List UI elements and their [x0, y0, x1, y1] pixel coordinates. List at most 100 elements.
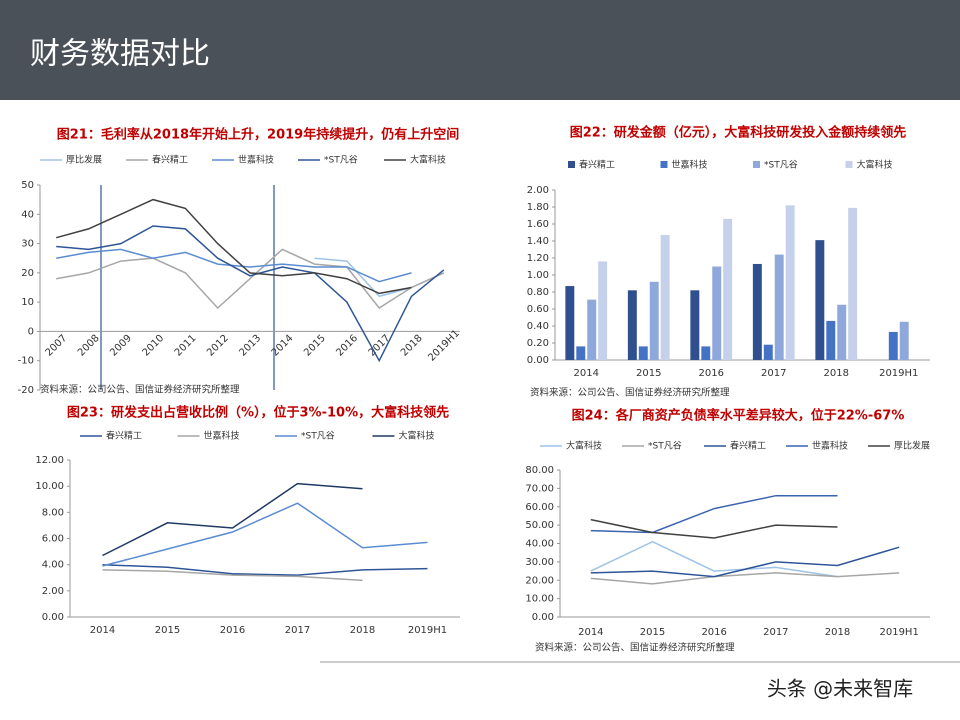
bar [723, 218, 733, 360]
x-tick-label: 2019H1 [408, 625, 447, 636]
legend-label: 大富科技 [857, 159, 893, 171]
legend-label: 世嘉科技 [812, 440, 848, 452]
x-tick-label: 2009 [108, 333, 134, 359]
legend-label: 厚比发展 [894, 440, 930, 452]
series-line [590, 540, 838, 578]
header-band [0, 0, 960, 100]
bar [712, 266, 722, 360]
x-tick-label: 2016 [701, 627, 726, 638]
chart-title: 图23：研发支出占营收比例（%），位于3%-10%，大富科技领先 [67, 405, 449, 421]
series-line [56, 248, 412, 283]
y-tick-label: 0.20 [527, 338, 549, 349]
watermark: 头条 @未来智库 [767, 677, 913, 701]
source-note: 资料来源：公司公告、国信证券经济研究所整理 [530, 387, 730, 399]
y-tick-label: 10.00 [525, 594, 554, 605]
x-tick-label: 2017 [285, 625, 310, 636]
bar [826, 320, 836, 360]
y-tick-label: 40.00 [525, 539, 554, 550]
y-tick-label: 0 [28, 326, 34, 337]
x-tick-label: 2018 [825, 627, 850, 638]
y-tick-label: 2.00 [527, 185, 549, 196]
bar [649, 281, 659, 360]
legend-swatch [660, 161, 668, 168]
y-tick-label: 1.00 [527, 270, 549, 281]
y-tick-label: 0.00 [532, 612, 554, 623]
y-tick-label: 20 [21, 268, 34, 279]
x-tick-label: 2013 [237, 333, 263, 359]
bar [690, 290, 700, 360]
legend-label: 厚比发展 [66, 154, 102, 166]
y-tick-label: 50 [21, 180, 34, 191]
legend-label: 春兴精工 [152, 154, 188, 166]
y-tick-label: 70.00 [525, 483, 554, 494]
x-tick-label: 2015 [302, 333, 328, 359]
x-tick-label: 2018 [350, 625, 375, 636]
x-tick-label: 2012 [205, 333, 231, 359]
x-tick-label: 2010 [141, 333, 167, 359]
bar [638, 346, 648, 360]
bar [774, 254, 784, 360]
series-line [590, 546, 900, 578]
x-tick-label: 2016 [220, 625, 245, 636]
legend-label: *ST凡谷 [324, 155, 358, 166]
bar [627, 290, 637, 360]
legend-label: 世嘉科技 [204, 430, 240, 442]
bar [701, 346, 711, 360]
y-tick-label: 1.40 [527, 236, 549, 247]
y-tick-label: 60.00 [525, 502, 554, 513]
series-line [56, 225, 445, 363]
y-tick-label: 8.00 [42, 507, 64, 518]
y-tick-label: 0.40 [527, 321, 549, 332]
bar [576, 346, 586, 360]
series-line [590, 572, 900, 585]
legend-swatch [845, 161, 853, 168]
series-line [102, 502, 428, 567]
y-tick-label: 0.60 [527, 304, 549, 315]
series-line [102, 563, 428, 576]
x-tick-label: 2015 [636, 368, 661, 379]
chart-title: 图22：研发金额（亿元），大富科技研发投入金额持续领先 [570, 125, 907, 141]
bar [899, 321, 909, 360]
bar [785, 205, 795, 360]
x-tick-label: 2014 [90, 625, 115, 636]
y-tick-label: -20 [18, 385, 34, 396]
y-tick-label: 4.00 [42, 560, 64, 571]
y-tick-label: 0.00 [527, 355, 549, 366]
y-tick-label: 10.00 [35, 481, 64, 492]
y-tick-label: -10 [18, 356, 34, 367]
x-tick-label: 2015 [155, 625, 180, 636]
bar [660, 235, 670, 360]
chart-title: 图21：毛利率从2018年开始上升，2019年持续提升，仍有上升空间 [57, 127, 459, 143]
bar [888, 331, 898, 360]
x-tick-label: 2014 [578, 627, 603, 638]
legend-label: 大富科技 [399, 430, 435, 442]
bar [587, 299, 597, 360]
series-line [590, 518, 838, 539]
y-tick-label: 20.00 [525, 575, 554, 586]
series-line [56, 198, 412, 295]
x-tick-label: 2019H1 [426, 328, 462, 364]
y-tick-label: 2.00 [42, 586, 64, 597]
chart-title: 图24：各厂商资产负债率水平差异较大，位于22%-67% [572, 408, 905, 424]
legend-label: 世嘉科技 [672, 159, 708, 171]
series-line [102, 482, 363, 557]
y-tick-label: 40 [21, 209, 34, 220]
x-tick-label: 2016 [699, 368, 724, 379]
bar [837, 304, 847, 360]
series-line [590, 494, 838, 534]
y-tick-label: 80.00 [525, 465, 554, 476]
x-tick-label: 2017 [763, 627, 788, 638]
legend-label: *ST凡谷 [764, 160, 798, 171]
x-tick-label: 2017 [761, 368, 786, 379]
slide-title: 财务数据对比 [30, 37, 210, 72]
x-tick-label: 2011 [173, 333, 199, 359]
y-tick-label: 10 [21, 297, 34, 308]
source-note: 资料来源：公司公告、国信证券经济研究所整理 [535, 642, 735, 654]
legend-label: *ST凡谷 [301, 431, 335, 442]
legend-label: 大富科技 [566, 440, 602, 452]
legend-label: *ST凡谷 [648, 441, 682, 452]
x-tick-label: 2018 [399, 333, 425, 359]
legend-label: 大富科技 [410, 154, 446, 166]
x-tick-label: 2019H1 [879, 368, 918, 379]
y-tick-label: 12.00 [35, 455, 64, 466]
